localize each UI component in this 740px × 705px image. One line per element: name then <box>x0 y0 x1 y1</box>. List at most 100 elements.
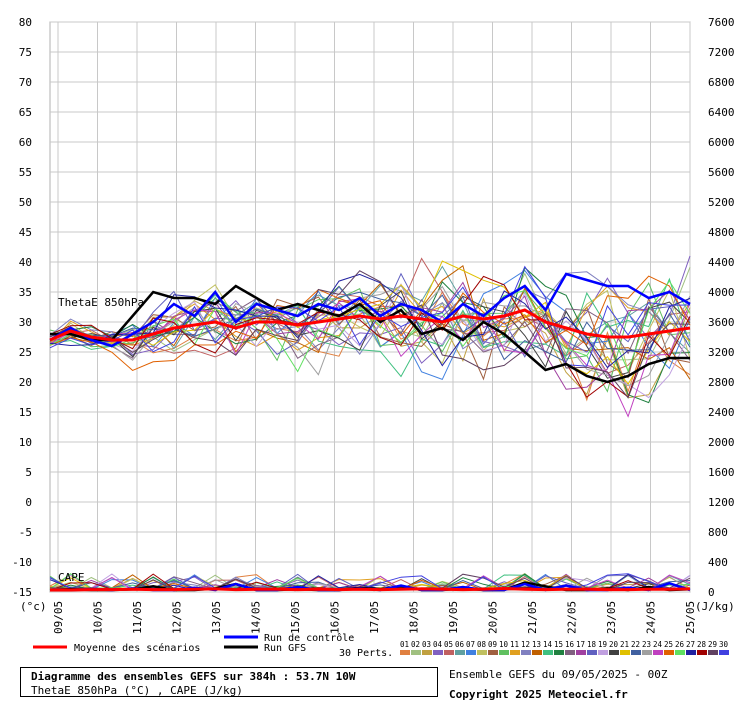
x-tick: 10/05 <box>92 601 105 634</box>
y-left-tick: 80 <box>19 16 32 29</box>
y-left-tick: -15 <box>12 586 32 599</box>
legend-control-label: Run de contrôle <box>264 632 354 644</box>
x-tick: 11/05 <box>131 601 144 634</box>
member-swatch <box>422 650 432 655</box>
member-number: 08 <box>477 640 487 649</box>
y-left-tick: 55 <box>19 166 32 179</box>
member-number: 20 <box>609 640 619 649</box>
y-right-tick: 4000 <box>708 286 735 299</box>
y-right-tick: 3200 <box>708 346 735 359</box>
y-right-tick: 1600 <box>708 466 735 479</box>
member-swatch <box>400 650 410 655</box>
member-number: 29 <box>708 640 717 649</box>
member-swatch <box>631 650 641 655</box>
x-tick: 15/05 <box>289 601 302 634</box>
y-left-tick: 70 <box>19 76 32 89</box>
x-tick: 23/05 <box>605 601 618 634</box>
member-number: 25 <box>664 640 673 649</box>
member-number: 18 <box>587 640 597 649</box>
legend: Moyenne des scénarios Run de contrôle Ru… <box>33 632 729 659</box>
member-number: 21 <box>620 640 629 649</box>
y-left-tick: 30 <box>19 316 32 329</box>
member-number: 13 <box>532 640 541 649</box>
member-number: 24 <box>653 640 663 649</box>
cape-annotation: CAPE <box>58 571 85 584</box>
x-tick: 13/05 <box>210 601 223 634</box>
member-swatch <box>554 650 564 655</box>
member-swatch <box>433 650 443 655</box>
y-left-tick: 60 <box>19 136 32 149</box>
member-number: 26 <box>675 640 685 649</box>
member-swatch <box>587 650 597 655</box>
chart-title: Diagramme des ensembles GEFS sur 384h : … <box>31 670 356 683</box>
member-line <box>49 270 691 399</box>
member-swatch <box>620 650 630 655</box>
member-number: 28 <box>697 640 707 649</box>
member-number: 16 <box>565 640 575 649</box>
legend-perts-label: 30 Perts. <box>339 648 393 659</box>
member-swatch <box>543 650 553 655</box>
y-right-tick: 400 <box>708 556 728 569</box>
member-swatch <box>411 650 421 655</box>
member-number: 19 <box>598 640 607 649</box>
x-tick: 20/05 <box>487 601 500 634</box>
series-cape-line <box>50 586 691 592</box>
y-right-tick: 7200 <box>708 46 735 59</box>
x-tick: 09/05 <box>52 601 65 634</box>
y-left-tick: 0 <box>25 496 32 509</box>
y-left-tick: 40 <box>19 256 32 269</box>
y-axis-right: 7600720068006400600056005200480044004000… <box>708 16 735 599</box>
y-right-tick: 2000 <box>708 436 735 449</box>
member-line <box>49 277 691 378</box>
member-number: 27 <box>686 640 695 649</box>
y-left-tick: 25 <box>19 346 32 359</box>
y-right-tick: 6000 <box>708 136 735 149</box>
y-left-tick: 75 <box>19 46 32 59</box>
y-right-tick: 0 <box>708 586 715 599</box>
legend-mean-label: Moyenne des scénarios <box>74 642 200 654</box>
y-left-tick: 5 <box>25 466 32 479</box>
member-swatch <box>510 650 520 655</box>
member-swatch <box>488 650 498 655</box>
x-tick: 19/05 <box>447 601 460 634</box>
y-left-tick: 10 <box>19 436 32 449</box>
member-swatch <box>455 650 465 655</box>
member-number: 04 <box>433 640 443 649</box>
x-tick: 18/05 <box>408 601 421 634</box>
y-right-tick: 5600 <box>708 166 735 179</box>
member-swatch <box>576 650 586 655</box>
member-swatch <box>521 650 531 655</box>
x-tick: 25/05 <box>684 601 697 634</box>
series-line <box>49 272 691 348</box>
y-left-tick: -10 <box>12 556 32 569</box>
y-right-tick: 2800 <box>708 376 735 389</box>
y-left-tick: 35 <box>19 286 32 299</box>
series-line <box>49 308 691 342</box>
member-number: 12 <box>521 640 530 649</box>
member-legend: 01 02 03 04 05 06 07 08 09 10 11 12 13 14 15 16 17 18 19 20… <box>400 640 729 655</box>
x-tick: 24/05 <box>645 601 658 634</box>
info-box: Diagramme des ensembles GEFS sur 384h : … <box>20 667 438 697</box>
member-line <box>49 266 691 404</box>
y-right-tick: 1200 <box>708 496 735 509</box>
y-right-tick: 6400 <box>708 106 735 119</box>
member-swatch <box>499 650 509 655</box>
member-number: 17 <box>576 640 585 649</box>
member-number: 09 <box>488 640 497 649</box>
y-right-tick: 2400 <box>708 406 735 419</box>
member-number: 02 <box>411 640 420 649</box>
member-line <box>49 291 691 363</box>
chart-subtitle: ThetaE 850hPa (°C) , CAPE (J/kg) <box>31 684 243 697</box>
y-left-unit: (°c) <box>20 600 47 613</box>
x-axis: 09/05 10/05 11/05 12/05 13/05 14/05 15/05 16/05… <box>52 601 697 634</box>
y-left-tick: 65 <box>19 106 32 119</box>
member-swatch <box>477 650 487 655</box>
x-tick: 12/05 <box>171 601 184 634</box>
thetae-annotation: ThetaE 850hPa <box>58 296 144 309</box>
member-number: 07 <box>466 640 475 649</box>
member-line <box>49 275 691 371</box>
member-number: 15 <box>554 640 563 649</box>
member-swatch <box>532 650 542 655</box>
member-swatch <box>598 650 608 655</box>
